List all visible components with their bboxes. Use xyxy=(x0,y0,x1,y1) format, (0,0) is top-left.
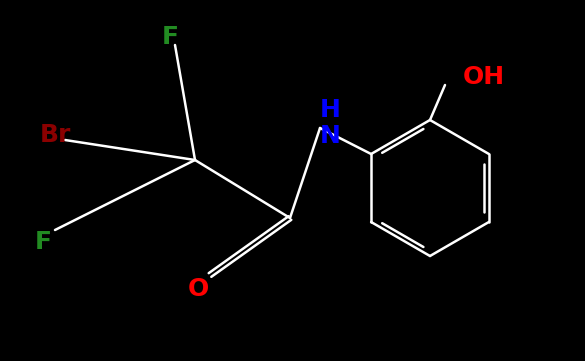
Text: OH: OH xyxy=(463,65,505,89)
Text: Br: Br xyxy=(39,123,71,147)
Text: F: F xyxy=(161,25,178,49)
Text: H: H xyxy=(319,98,340,122)
Text: F: F xyxy=(35,230,51,254)
Text: O: O xyxy=(187,277,209,301)
Text: N: N xyxy=(319,124,340,148)
